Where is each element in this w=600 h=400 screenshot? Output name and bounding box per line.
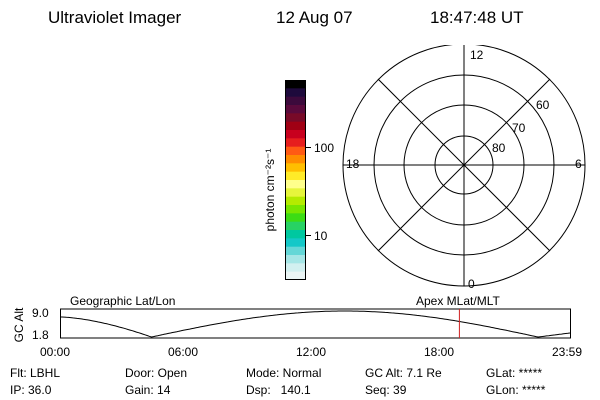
mlt-label-0: 0 — [468, 277, 475, 291]
mlt-label-6: 6 — [575, 157, 582, 171]
filter-info: Flt: LBHL — [10, 366, 61, 380]
colorbar — [285, 80, 306, 281]
colorbar-swatch — [285, 246, 306, 256]
lat-label-70: 70 — [512, 121, 526, 135]
colorbar-swatch — [285, 146, 306, 156]
orbit-left-caption: Geographic Lat/Lon — [70, 294, 176, 308]
orbit-ytick-1.8: 1.8 — [32, 328, 49, 342]
glat-info: GLat: ***** — [486, 366, 543, 380]
colorbar-swatch — [285, 113, 306, 123]
colorbar-swatch — [285, 205, 306, 214]
mlt-label-12: 12 — [470, 48, 484, 62]
mode-info: Mode: Normal — [246, 366, 322, 380]
colorbar-swatch — [285, 180, 306, 189]
instrument-title: Ultraviolet Imager — [48, 8, 182, 27]
orbit-plot — [60, 308, 571, 339]
orbit-xtick-0600: 06:00 — [168, 345, 199, 359]
colorbar-swatch — [285, 271, 306, 281]
lat-label-80: 80 — [492, 141, 506, 155]
glon-info: GLon: ***** — [486, 383, 546, 397]
date-label: 12 Aug 07 — [276, 8, 353, 27]
colorbar-swatch — [285, 130, 306, 139]
colorbar-swatch — [285, 255, 306, 264]
gc-alt-info: GC Alt: 7.1 Re — [365, 366, 442, 380]
colorbar-tickmark-10 — [306, 235, 311, 236]
colorbar-swatch — [285, 238, 306, 248]
polar-plot: 12 6 0 18 60 70 80 — [342, 45, 586, 291]
seq-info: Seq: 39 — [365, 383, 407, 397]
colorbar-swatch — [285, 188, 306, 198]
colorbar-swatch — [285, 230, 306, 239]
colorbar-swatch — [285, 96, 306, 106]
mlt-label-18: 18 — [346, 157, 360, 171]
colorbar-swatch — [285, 163, 306, 173]
colorbar-swatch — [285, 213, 306, 223]
ip-info: IP: 36.0 — [10, 383, 52, 397]
colorbar-border — [285, 80, 306, 280]
orbit-xtick-0000: 00:00 — [40, 345, 71, 359]
dsp-info: Dsp: 140.1 — [246, 383, 311, 397]
colorbar-tick-10: 10 — [314, 229, 328, 243]
colorbar-scale — [285, 80, 306, 281]
colorbar-swatch — [285, 121, 306, 131]
colorbar-swatch — [285, 171, 306, 181]
colorbar-swatch — [285, 263, 306, 273]
time-label: 18:47:48 UT — [430, 8, 524, 27]
door-info: Door: Open — [125, 366, 188, 380]
orbit-xtick-1200: 12:00 — [296, 345, 327, 359]
gain-info: Gain: 14 — [125, 383, 171, 397]
orbit-ytick-9: 9.0 — [32, 306, 49, 320]
colorbar-tick-100: 100 — [314, 141, 335, 155]
colorbar-swatch — [285, 80, 306, 89]
colorbar-swatch — [285, 155, 306, 164]
polar-diagonal-2 — [377, 78, 551, 252]
colorbar-swatch — [285, 221, 306, 231]
colorbar-swatch — [285, 88, 306, 98]
colorbar-unit-label: photon cm⁻²s⁻¹ — [263, 148, 277, 232]
colorbar-swatch — [285, 196, 306, 206]
orbit-xtick-1800: 18:00 — [424, 345, 455, 359]
colorbar-tickmark-100 — [306, 147, 311, 148]
orbit-xtick-2359: 23:59 — [552, 345, 583, 359]
lat-label-60: 60 — [536, 98, 550, 112]
orbit-frame — [60, 308, 571, 339]
orbit-right-caption: Apex MLat/MLT — [416, 294, 500, 308]
orbit-y-axis-label: GC Alt — [12, 307, 26, 343]
orbit-altitude-curve — [60, 310, 571, 338]
colorbar-swatch — [285, 105, 306, 114]
colorbar-swatch — [285, 138, 306, 148]
